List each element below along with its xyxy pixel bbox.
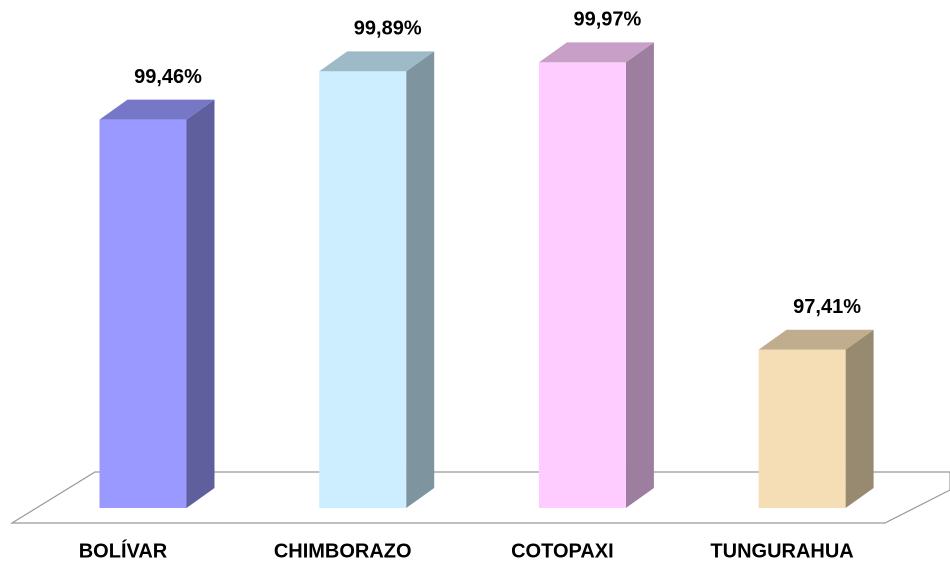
- bar-top: [758, 329, 874, 350]
- bar: [99, 119, 187, 509]
- bar: [758, 349, 846, 508]
- bar-top: [319, 51, 435, 72]
- data-label: 97,41%: [793, 296, 861, 318]
- data-label: 99,46%: [134, 66, 202, 88]
- bar-side: [186, 99, 215, 509]
- bar-top: [99, 99, 215, 120]
- bar-side: [625, 42, 654, 509]
- x-tick-label: CHIMBORAZO: [274, 540, 412, 562]
- bar: [538, 62, 626, 509]
- x-tick-label: BOLÍVAR: [79, 539, 168, 562]
- x-tick-label: COTOPAXI: [511, 540, 614, 562]
- data-label: 99,89%: [354, 18, 422, 40]
- bar: [319, 71, 407, 508]
- bar-side: [406, 51, 435, 508]
- bar-top: [538, 42, 654, 63]
- x-tick-label: TUNGURAHUA: [710, 540, 853, 562]
- bar-side: [845, 329, 874, 508]
- data-label: 99,97%: [573, 9, 641, 31]
- floor: [9, 471, 950, 524]
